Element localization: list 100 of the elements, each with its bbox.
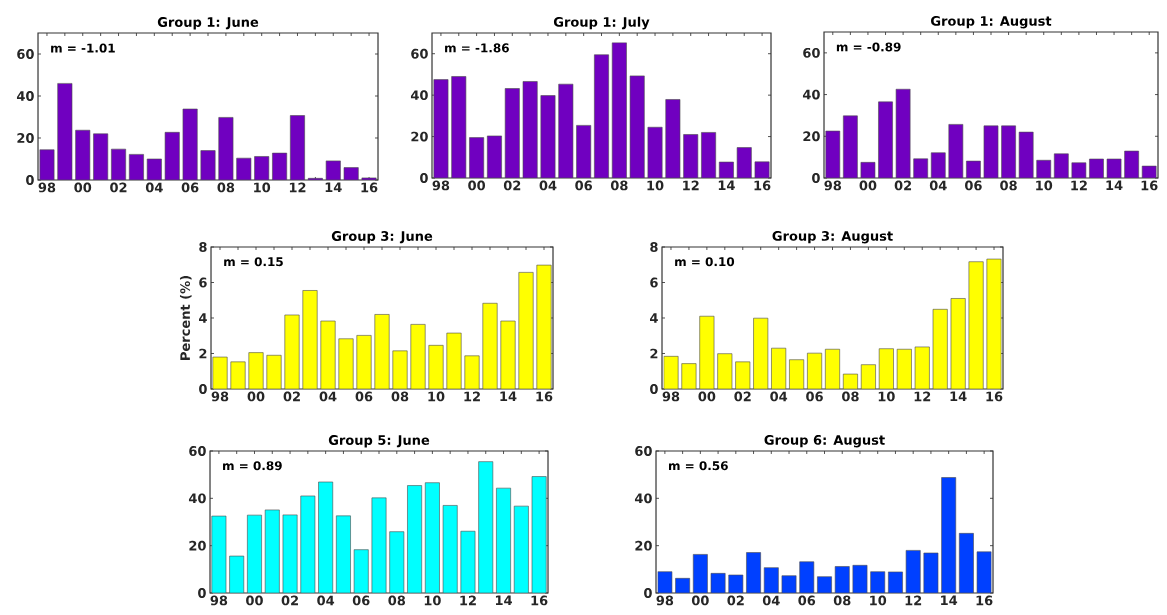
annotation: m = 0.56 [669, 461, 728, 471]
x-tick-label: 14 [325, 182, 342, 193]
x-tick-label: 98 [38, 182, 56, 193]
x-tick-label: 10 [878, 391, 895, 402]
x-tick-label: 14 [1106, 180, 1123, 191]
x-tick-label: 08 [217, 182, 235, 193]
y-tick-label: 60 [635, 446, 652, 456]
chart-title: Group 1: July [553, 16, 650, 30]
x-tick-label: 14 [500, 391, 517, 401]
y-tick-label: 4 [199, 313, 207, 323]
x-tick-label: 02 [894, 180, 912, 191]
x-tick-label: 98 [656, 595, 674, 606]
annotation: m = -0.89 [836, 42, 901, 52]
y-tick-label: 0 [198, 588, 206, 598]
y-tick-label: 0 [812, 173, 820, 183]
x-tick-label: 06 [798, 595, 816, 606]
x-tick-label: 02 [283, 391, 300, 402]
x-tick-label: 98 [211, 391, 229, 402]
y-tick-label: 2 [650, 348, 658, 359]
x-tick-label: 14 [495, 595, 512, 605]
x-tick-label: 04 [317, 595, 335, 606]
annotation: m = 0.89 [223, 461, 282, 471]
x-tick-label: 08 [610, 180, 628, 191]
x-tick-label: 12 [914, 391, 931, 402]
x-tick-label: 08 [391, 391, 409, 402]
x-tick-label: 12 [1071, 180, 1087, 191]
x-tick-label: 06 [965, 180, 982, 191]
x-tick-label: 04 [929, 180, 947, 191]
x-tick-label: 98 [210, 595, 228, 606]
y-tick-label: 2 [199, 348, 207, 359]
y-tick-label: 8 [199, 242, 207, 252]
x-tick-label: 04 [770, 391, 788, 402]
chart-title: Group 1: August [931, 16, 1052, 29]
x-tick-label: 02 [281, 595, 298, 606]
x-tick-label: 08 [388, 595, 406, 606]
chart-title: Group 3: June [331, 231, 433, 244]
y-tick-label: 20 [17, 133, 34, 143]
y-tick-label: 40 [802, 89, 820, 100]
x-tick-label: 98 [824, 180, 842, 191]
x-tick-label: 12 [289, 182, 306, 193]
x-tick-label: 12 [683, 180, 699, 191]
annotation: m = 0.15 [224, 257, 283, 267]
x-tick-label: 04 [145, 182, 163, 193]
y-tick-label: 20 [411, 131, 428, 142]
x-tick-label: 02 [727, 595, 744, 606]
x-tick-label: 04 [319, 391, 337, 402]
x-tick-label: 12 [905, 595, 922, 606]
x-tick-label: 10 [870, 595, 887, 606]
x-tick-label: 16 [536, 391, 553, 402]
x-tick-label: 06 [181, 182, 199, 193]
y-tick-label: 60 [17, 49, 34, 59]
x-tick-label: 00 [247, 391, 265, 402]
y-tick-label: 0 [26, 175, 34, 185]
x-tick-label: 10 [1036, 180, 1053, 191]
annotation: m = -1.86 [445, 43, 509, 53]
y-tick-label: 8 [650, 242, 658, 252]
x-tick-label: 00 [859, 180, 877, 191]
y-tick-label: 0 [199, 384, 207, 394]
x-tick-label: 06 [355, 391, 373, 402]
x-tick-label: 14 [941, 595, 958, 605]
y-tick-label: 40 [16, 91, 34, 101]
y-tick-label: 60 [411, 48, 428, 59]
x-tick-label: 10 [424, 595, 441, 606]
x-tick-label: 02 [734, 391, 751, 402]
y-tick-label: 4 [650, 313, 658, 323]
y-tick-label: 40 [634, 493, 652, 504]
x-tick-label: 12 [460, 595, 476, 606]
x-tick-label: 14 [950, 391, 967, 401]
x-tick-label: 02 [110, 182, 127, 193]
y-tick-label: 40 [410, 90, 428, 101]
x-tick-label: 16 [976, 595, 993, 606]
y-tick-label: 60 [803, 47, 820, 58]
x-tick-label: 98 [662, 391, 680, 402]
x-tick-label: 00 [691, 595, 709, 606]
x-tick-label: 04 [762, 595, 780, 606]
x-tick-label: 14 [718, 180, 735, 191]
annotation: m = 0.10 [675, 257, 735, 267]
x-tick-label: 12 [464, 391, 480, 402]
x-tick-label: 06 [806, 391, 823, 402]
x-tick-label: 08 [842, 391, 859, 402]
chart-title: Group 3: August [772, 231, 893, 244]
x-tick-label: 10 [647, 180, 664, 191]
x-tick-label: 16 [361, 182, 378, 193]
x-tick-label: 16 [531, 595, 548, 606]
y-tick-label: 6 [199, 277, 207, 288]
x-tick-label: 02 [503, 180, 521, 191]
x-tick-label: 00 [468, 180, 486, 191]
y-tick-label: 6 [650, 277, 658, 288]
y-tick-label: 20 [189, 540, 206, 551]
y-tick-label: 0 [644, 588, 652, 598]
chart-title: Group 1: June [157, 17, 259, 30]
x-tick-label: 16 [754, 180, 771, 191]
x-tick-label: 08 [833, 595, 851, 606]
x-tick-label: 04 [539, 180, 557, 191]
y-tick-label: 40 [188, 493, 206, 504]
chart-title: Group 5: June [328, 435, 430, 448]
y-tick-label: 60 [189, 446, 206, 456]
annotation: m = -1.01 [51, 43, 115, 53]
x-tick-label: 00 [246, 595, 263, 606]
y-tick-label: 0 [650, 384, 658, 394]
